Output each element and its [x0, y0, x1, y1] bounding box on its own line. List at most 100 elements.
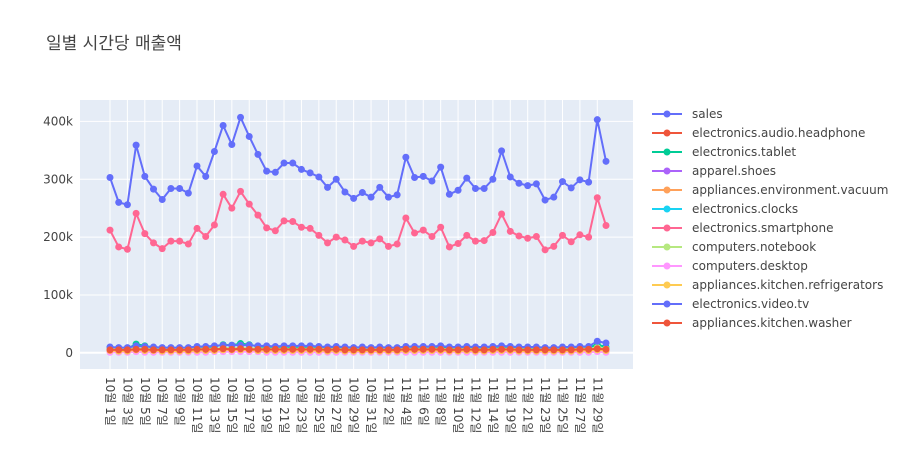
data-point[interactable]	[367, 193, 375, 201]
data-point[interactable]	[228, 204, 236, 212]
data-point[interactable]	[176, 237, 184, 245]
data-point[interactable]	[150, 346, 158, 354]
data-point[interactable]	[576, 231, 584, 239]
data-point[interactable]	[524, 182, 532, 190]
data-point[interactable]	[558, 231, 566, 239]
data-point[interactable]	[254, 150, 262, 158]
data-point[interactable]	[471, 346, 479, 354]
data-point[interactable]	[506, 227, 514, 235]
data-point[interactable]	[332, 345, 340, 353]
legend-item[interactable]: appliances.environment.vacuum	[652, 183, 888, 197]
data-point[interactable]	[558, 178, 566, 186]
data-point[interactable]	[437, 223, 445, 231]
data-point[interactable]	[602, 222, 610, 230]
data-point[interactable]	[428, 233, 436, 241]
data-point[interactable]	[228, 141, 236, 149]
data-point[interactable]	[419, 172, 427, 180]
data-point[interactable]	[132, 209, 140, 217]
data-point[interactable]	[115, 198, 123, 206]
data-point[interactable]	[376, 183, 384, 191]
data-point[interactable]	[585, 233, 593, 241]
data-point[interactable]	[237, 113, 245, 121]
data-point[interactable]	[593, 116, 601, 124]
data-point[interactable]	[463, 231, 471, 239]
data-point[interactable]	[411, 345, 419, 353]
data-point[interactable]	[297, 165, 305, 173]
data-point[interactable]	[280, 217, 288, 225]
data-point[interactable]	[393, 240, 401, 248]
data-point[interactable]	[585, 345, 593, 353]
data-point[interactable]	[445, 346, 453, 354]
data-point[interactable]	[106, 226, 114, 234]
legend-item[interactable]: appliances.kitchen.washer	[652, 316, 852, 330]
data-point[interactable]	[489, 345, 497, 353]
data-point[interactable]	[263, 345, 271, 353]
data-point[interactable]	[158, 346, 166, 354]
data-point[interactable]	[332, 233, 340, 241]
data-point[interactable]	[515, 346, 523, 354]
data-point[interactable]	[532, 233, 540, 241]
data-point[interactable]	[480, 185, 488, 193]
data-point[interactable]	[350, 346, 358, 354]
legend-item[interactable]: computers.desktop	[652, 259, 808, 273]
data-point[interactable]	[280, 345, 288, 353]
data-point[interactable]	[315, 231, 323, 239]
data-point[interactable]	[176, 185, 184, 193]
data-point[interactable]	[106, 174, 114, 182]
data-point[interactable]	[376, 235, 384, 243]
data-point[interactable]	[184, 240, 192, 248]
legend[interactable]: sales electronics.audio.headphone electron…	[652, 107, 888, 330]
data-point[interactable]	[602, 339, 610, 347]
legend-item[interactable]: computers.notebook	[652, 240, 816, 254]
data-point[interactable]	[193, 224, 201, 232]
legend-item[interactable]: electronics.clocks	[652, 202, 798, 216]
data-point[interactable]	[532, 346, 540, 354]
legend-item[interactable]: apparel.shoes	[652, 164, 776, 178]
data-point[interactable]	[141, 230, 149, 238]
data-point[interactable]	[193, 345, 201, 353]
data-point[interactable]	[358, 346, 366, 354]
data-point[interactable]	[454, 239, 462, 247]
data-point[interactable]	[167, 185, 175, 193]
data-point[interactable]	[158, 245, 166, 253]
data-point[interactable]	[176, 346, 184, 354]
data-point[interactable]	[402, 214, 410, 222]
data-point[interactable]	[358, 237, 366, 245]
data-point[interactable]	[271, 168, 279, 176]
data-point[interactable]	[463, 345, 471, 353]
data-point[interactable]	[341, 188, 349, 196]
data-point[interactable]	[210, 345, 218, 353]
data-point[interactable]	[289, 159, 297, 167]
data-point[interactable]	[332, 175, 340, 183]
data-point[interactable]	[428, 345, 436, 353]
data-point[interactable]	[550, 346, 558, 354]
data-point[interactable]	[567, 346, 575, 354]
data-point[interactable]	[141, 345, 149, 353]
data-point[interactable]	[419, 345, 427, 353]
data-point[interactable]	[367, 346, 375, 354]
data-point[interactable]	[289, 345, 297, 353]
data-point[interactable]	[219, 345, 227, 353]
data-point[interactable]	[384, 193, 392, 201]
data-point[interactable]	[567, 238, 575, 246]
legend-item[interactable]: sales	[652, 107, 723, 121]
data-point[interactable]	[115, 346, 123, 354]
data-point[interactable]	[445, 190, 453, 198]
data-point[interactable]	[158, 196, 166, 204]
data-point[interactable]	[350, 242, 358, 250]
data-point[interactable]	[498, 345, 506, 353]
data-point[interactable]	[341, 346, 349, 354]
data-point[interactable]	[445, 243, 453, 251]
data-point[interactable]	[471, 237, 479, 245]
data-point[interactable]	[280, 159, 288, 167]
data-point[interactable]	[297, 345, 305, 353]
data-point[interactable]	[602, 345, 610, 353]
data-point[interactable]	[463, 174, 471, 182]
data-point[interactable]	[167, 346, 175, 354]
data-point[interactable]	[541, 196, 549, 204]
data-point[interactable]	[602, 157, 610, 165]
data-point[interactable]	[489, 228, 497, 236]
data-point[interactable]	[411, 174, 419, 182]
data-point[interactable]	[150, 185, 158, 193]
data-point[interactable]	[402, 345, 410, 353]
